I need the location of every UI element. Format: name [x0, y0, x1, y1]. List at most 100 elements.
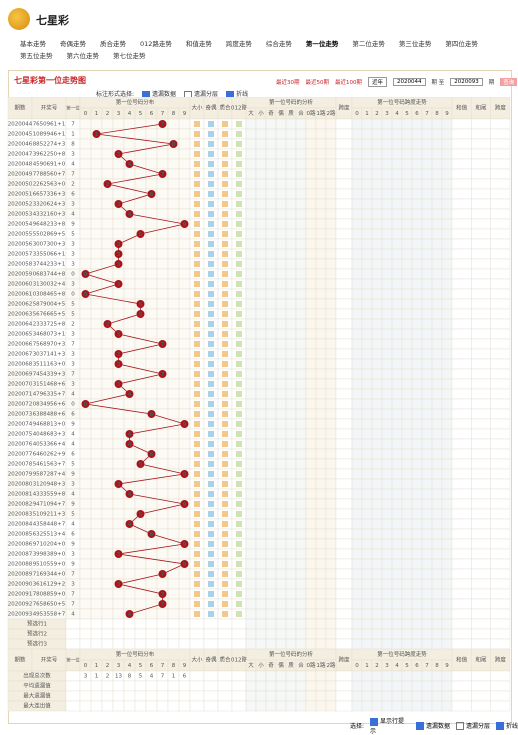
select[interactable]: 近年: [368, 77, 388, 87]
cell: [305, 538, 317, 550]
nav-link[interactable]: 和值走势: [185, 40, 212, 48]
nav-link[interactable]: 第二位走势: [352, 40, 385, 48]
cell: [421, 218, 433, 230]
draw-number: 3468073+1: [33, 332, 66, 338]
cell: [265, 448, 277, 460]
cell: [441, 608, 453, 620]
cell: [231, 690, 247, 702]
cell: [431, 458, 443, 470]
checkbox[interactable]: 遗漏数据: [416, 721, 450, 730]
cell: [255, 268, 267, 280]
cell: [335, 358, 353, 370]
cell-mark: [208, 581, 214, 587]
first-digit: 4: [71, 212, 75, 218]
cell: [123, 418, 136, 430]
cell: [441, 248, 453, 260]
cell: [391, 118, 403, 130]
cell: [421, 518, 433, 530]
draw-number: 4953558+7: [33, 612, 66, 618]
cell: [265, 398, 277, 410]
nav-link[interactable]: 第一位走势: [305, 40, 339, 48]
cell: [361, 198, 373, 210]
cell: [112, 588, 125, 600]
nav-link[interactable]: 第七位走势: [113, 52, 146, 60]
cell-mark: [236, 571, 242, 577]
cell-mark: [222, 481, 228, 487]
ball: [180, 540, 189, 548]
cell: [275, 548, 287, 560]
cell: [351, 268, 363, 280]
nav-link[interactable]: 第四位走势: [445, 40, 478, 48]
ball-label: 5: [139, 312, 143, 318]
cell-mark: [236, 311, 242, 317]
cell: [315, 338, 327, 350]
ball-label: 5: [139, 232, 143, 238]
button[interactable]: 查询: [500, 78, 518, 86]
checkbox[interactable]: 遗漏分层: [456, 721, 490, 730]
checkbox[interactable]: 显示行提示: [370, 716, 410, 735]
nav-link[interactable]: 质合走势: [100, 40, 126, 48]
cell: [101, 208, 114, 220]
cell: [335, 670, 353, 682]
cell: [391, 498, 403, 510]
checkbox[interactable]: 折线: [496, 721, 518, 730]
cell: [305, 168, 317, 180]
nav-link[interactable]: 第三位走势: [398, 40, 432, 48]
cell: [381, 138, 393, 150]
cell: [411, 528, 423, 540]
link[interactable]: 最近50期: [305, 80, 330, 86]
cell: [112, 288, 125, 300]
cell: [167, 358, 180, 370]
nav-link[interactable]: 奇偶走势: [60, 40, 86, 48]
cell: [451, 618, 472, 630]
nav-link[interactable]: 综合走势: [265, 40, 292, 48]
cell: [391, 288, 403, 300]
nav-link[interactable]: 012路走势: [140, 40, 172, 48]
cell: [265, 258, 277, 270]
digit-header: 2: [106, 111, 110, 117]
cell: [371, 318, 383, 330]
nav-link[interactable]: 跨度走势: [225, 40, 252, 48]
cell: [245, 498, 257, 510]
draw-number: 9710204+0: [33, 542, 66, 548]
cell: [421, 558, 433, 570]
cell: [79, 138, 92, 150]
stat-value: 1: [172, 674, 176, 680]
cell: [255, 448, 267, 460]
input[interactable]: 2020044: [393, 78, 426, 86]
cell: [431, 408, 443, 420]
cell: [391, 418, 403, 430]
cell-mark: [208, 441, 214, 447]
cell-mark: [208, 141, 214, 147]
cell: [245, 618, 257, 630]
cell: [101, 438, 114, 450]
cell: [381, 498, 393, 510]
cell: [101, 238, 114, 250]
cell: [145, 318, 158, 330]
stat-value: 7: [161, 674, 165, 680]
nav-link[interactable]: 基本走势: [20, 40, 46, 48]
cell-mark: [236, 201, 242, 207]
cell: [490, 518, 511, 530]
nav-link[interactable]: 第五位走势: [20, 52, 53, 60]
link[interactable]: 最近100期: [335, 80, 362, 86]
input[interactable]: 2020093: [450, 78, 483, 86]
cell: [471, 368, 491, 380]
cell-mark: [194, 521, 200, 527]
cell: [167, 288, 180, 300]
header: 第一位号码分布: [116, 650, 155, 658]
cell: [490, 588, 511, 600]
cell-mark: [236, 351, 242, 357]
cell: [421, 578, 433, 590]
cell: [411, 438, 423, 450]
link[interactable]: 最近30期: [276, 80, 300, 86]
cell: [255, 628, 267, 640]
nav-link[interactable]: 第六位走势: [66, 52, 100, 60]
cell: [351, 608, 363, 620]
cell: [167, 148, 180, 160]
cell: [295, 278, 307, 290]
cell: [335, 138, 353, 150]
cell: [471, 328, 491, 340]
cell: [90, 248, 103, 260]
cell: [79, 208, 92, 220]
